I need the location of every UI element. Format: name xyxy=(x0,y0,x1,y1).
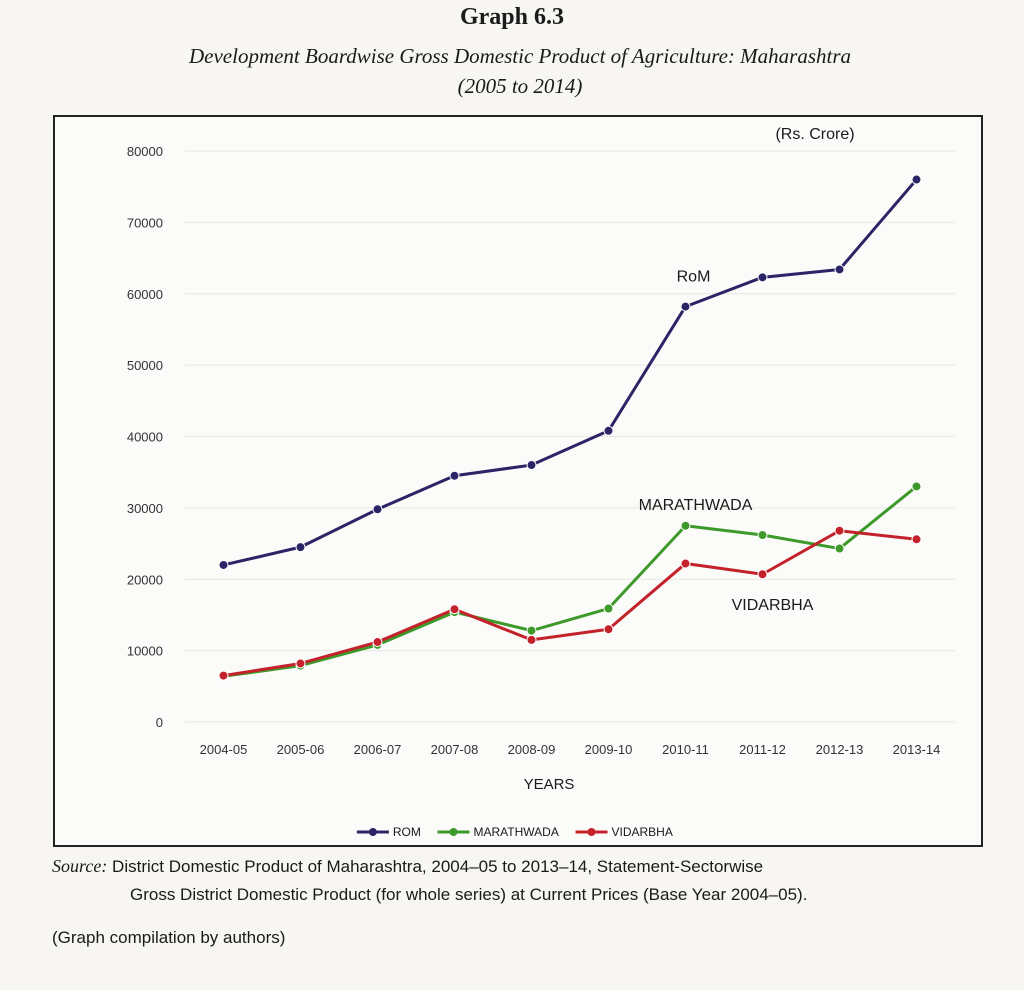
x-tick-label: 2004-05 xyxy=(200,742,248,757)
series-line-rom xyxy=(223,178,918,567)
figure-label: Graph 6.3 xyxy=(459,4,564,30)
legend-label-marathwada: MARATHWADA xyxy=(474,825,559,839)
y-tick-label: 30000 xyxy=(127,501,163,516)
data-point-rom xyxy=(834,264,845,275)
data-point-vidarbha xyxy=(603,624,614,635)
legend-label-rom: ROM xyxy=(393,825,421,839)
data-point-rom xyxy=(526,460,537,471)
series-lines xyxy=(223,178,918,678)
legend-marker-rom xyxy=(368,828,377,836)
data-point-vidarbha xyxy=(911,534,922,545)
source-line-1: District Domestic Product of Maharashtra… xyxy=(112,857,764,876)
y-tick-label: 50000 xyxy=(127,358,163,373)
data-point-vidarbha xyxy=(757,569,768,580)
data-point-marathwada xyxy=(526,625,537,636)
x-tick-label: 2007-08 xyxy=(431,742,479,757)
x-tick-label: 2008-09 xyxy=(508,742,556,757)
data-point-rom xyxy=(218,559,229,570)
data-point-rom xyxy=(680,301,691,312)
y-axis-ticks: 0 10000 20000 30000 40000 50000 60000 70000 8000… xyxy=(127,144,163,730)
x-tick-label: 2006-07 xyxy=(354,742,402,757)
series-annotation-marathwada: MARATHWADA xyxy=(639,497,753,514)
data-point-vidarbha xyxy=(834,525,845,536)
legend-label-vidarbha: VIDARBHA xyxy=(612,825,673,839)
chart-subtitle: (2005 to 2014) xyxy=(457,74,583,98)
data-point-vidarbha xyxy=(372,637,383,648)
data-point-rom xyxy=(603,425,614,436)
data-point-rom xyxy=(372,504,383,515)
legend-marker-vidarbha xyxy=(587,828,596,836)
data-point-rom xyxy=(911,174,922,185)
data-point-rom xyxy=(449,470,460,481)
x-tick-label: 2013-14 xyxy=(893,742,941,757)
data-point-marathwada xyxy=(603,603,614,614)
source-label: Source: xyxy=(52,856,108,876)
legend-marker-marathwada xyxy=(449,828,458,836)
x-axis-ticks: 2004-05 2005-06 2006-07 2007-08 2008-09 2009-… xyxy=(200,742,941,757)
series-annotation-rom: RoM xyxy=(677,269,711,286)
data-point-marathwada xyxy=(757,529,768,540)
x-tick-label: 2010-11 xyxy=(662,742,709,757)
x-tick-label: 2011-12 xyxy=(739,742,786,757)
x-tick-label: 2012-13 xyxy=(816,742,864,757)
series-line-marathwada xyxy=(223,485,918,678)
y-tick-label: 60000 xyxy=(127,287,163,302)
compilation-note: (Graph compilation by authors) xyxy=(52,928,286,947)
series-annotations: RoM MARATHWADA VIDARBHA xyxy=(639,269,814,614)
y-tick-label: 0 xyxy=(156,715,163,730)
y-tick-label: 20000 xyxy=(127,572,163,587)
series-annotation-vidarbha: VIDARBHA xyxy=(732,597,814,614)
data-point-vidarbha xyxy=(295,658,306,669)
y-tick-label: 80000 xyxy=(127,144,163,159)
data-point-marathwada xyxy=(680,520,691,531)
data-point-rom xyxy=(295,542,306,553)
gridlines xyxy=(185,150,955,723)
unit-label: (Rs. Crore) xyxy=(775,126,854,143)
legend: ROM MARATHWADA VIDARBHA xyxy=(356,825,673,839)
source-note: Source: District Domestic Product of Mah… xyxy=(52,852,992,909)
chart-title: Development Boardwise Gross Domestic Pro… xyxy=(188,44,851,68)
data-point-vidarbha xyxy=(218,670,229,681)
data-point-vidarbha xyxy=(680,558,691,569)
x-tick-label: 2009-10 xyxy=(585,742,633,757)
data-point-vidarbha xyxy=(526,634,537,645)
x-tick-label: 2005-06 xyxy=(277,742,325,757)
y-tick-label: 40000 xyxy=(127,430,163,445)
line-chart: 0 10000 20000 30000 40000 50000 60000 70000 8000… xyxy=(127,126,955,839)
data-point-vidarbha xyxy=(449,604,460,615)
series-points xyxy=(218,174,922,682)
series-line-vidarbha xyxy=(223,529,917,678)
y-tick-label: 70000 xyxy=(127,215,163,230)
source-line-2: Gross District Domestic Product (for who… xyxy=(130,885,808,904)
y-tick-label: 10000 xyxy=(127,644,163,659)
data-point-marathwada xyxy=(834,543,845,554)
data-point-rom xyxy=(757,272,768,283)
chart-frame: 0 10000 20000 30000 40000 50000 60000 70000 8000… xyxy=(53,115,983,847)
x-axis-title: YEARS xyxy=(524,776,575,793)
data-point-marathwada xyxy=(911,481,922,492)
